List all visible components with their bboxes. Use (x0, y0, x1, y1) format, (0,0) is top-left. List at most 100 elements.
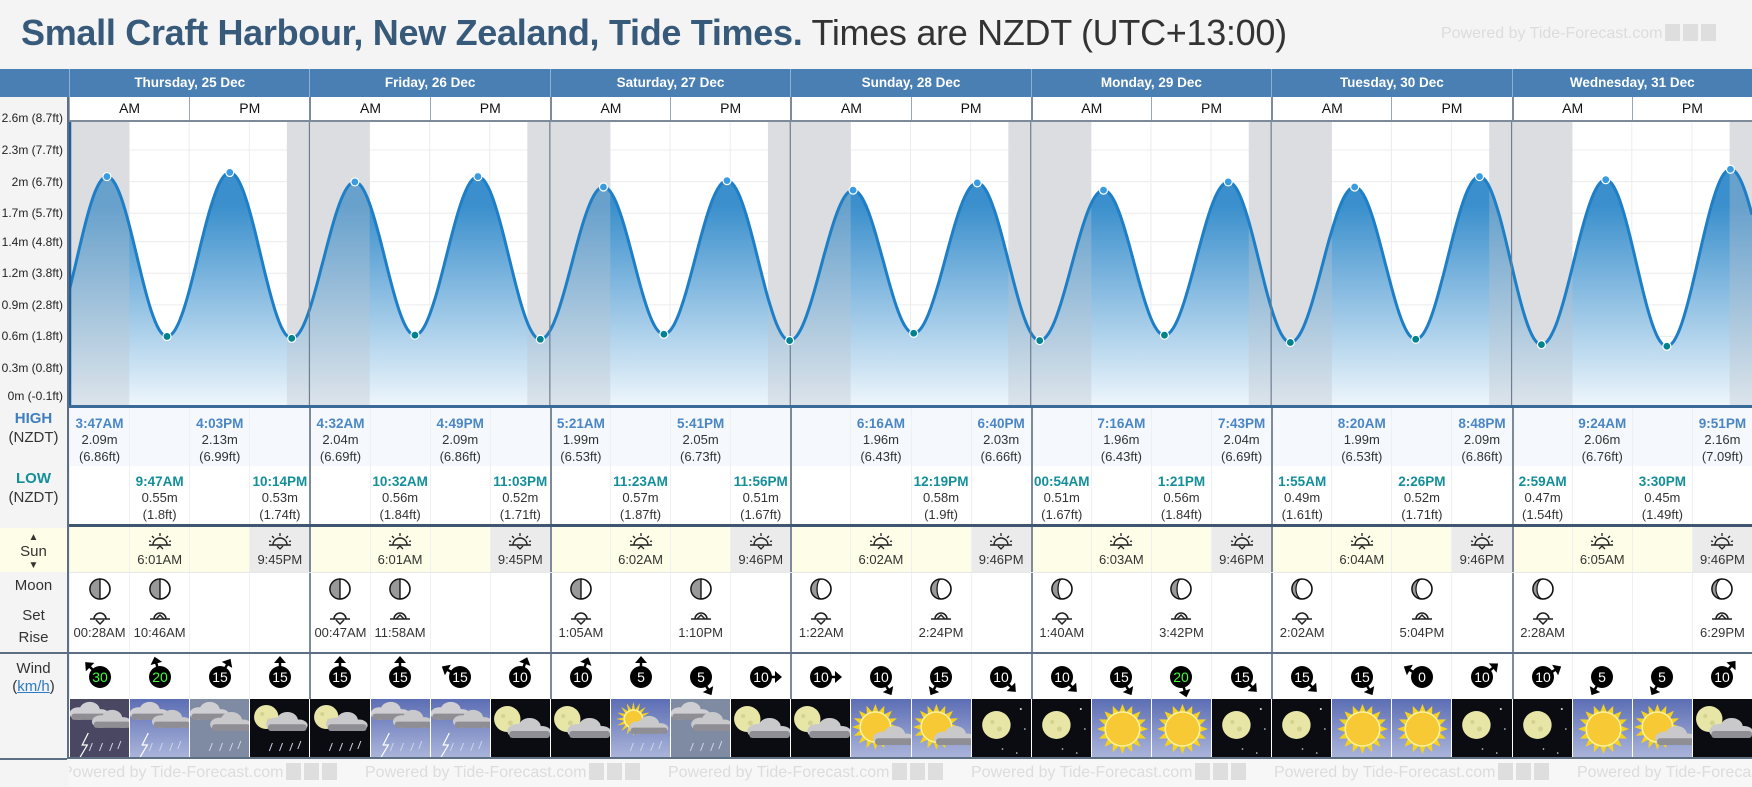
moon-time: 1:05AM (558, 625, 604, 640)
low-tide-height-m: 0.52m (502, 490, 539, 505)
moon-phase-icon (70, 577, 129, 603)
high-tide-cell (489, 408, 550, 466)
moon-cell (1631, 573, 1692, 652)
sun-row: 6:01AM 9:45PM 6:01AM 9:45PM 6:02AM 9:46PM 6:02… (69, 527, 1752, 572)
svg-text:20: 20 (152, 669, 168, 685)
sunrise-icon (1332, 532, 1391, 550)
sun-time: 6:04AM (1339, 552, 1385, 567)
wind-cell: 5 (1571, 654, 1632, 699)
pm-label: PM (1150, 97, 1271, 120)
y-tick-label: 1.4m (4.8ft) (1, 234, 63, 249)
low-tide-height-m: 0.57m (622, 490, 659, 505)
night-overlay (1030, 122, 1092, 406)
night-overlay (309, 122, 370, 406)
moon-phase-icon (1693, 577, 1752, 603)
low-tide-height-m: 0.56m (1163, 490, 1200, 505)
high-tide-height-m: 2.09m (81, 432, 118, 447)
logo-icon (1195, 763, 1211, 780)
am-label: AM (790, 97, 910, 120)
low-label: LOW (NZDT) (0, 469, 67, 507)
y-tick-label: 2.3m (7.7ft) (1, 143, 63, 157)
moonset-icon (1273, 607, 1331, 626)
weather-night-clear-icon (1211, 699, 1274, 757)
svg-text:15: 15 (272, 669, 288, 685)
wind-cell: 15 (1271, 654, 1331, 699)
wind-cell: 15 (1331, 654, 1391, 699)
sun-time: 6:02AM (618, 552, 663, 567)
low-tide-height-m: 0.53m (261, 490, 298, 505)
high-tide-marker (848, 185, 858, 195)
wind-arrow-icon: 10 (1514, 655, 1572, 704)
low-tide-height-ft: (1.54ft) (1522, 507, 1564, 522)
high-tide-height-m: 1.99m (1343, 432, 1380, 447)
high-tide-time: 6:40PM (977, 416, 1025, 431)
wind-cell: 15 (1211, 654, 1271, 699)
am-label: AM (309, 97, 429, 120)
high-tide-cell: 9:24AM 2.06m (6.76ft) (1571, 408, 1632, 466)
moon-phase-icon (1033, 577, 1091, 603)
wind-cell: 10 (790, 654, 850, 699)
logo-icon (607, 763, 623, 780)
high-tide-height-ft: (6.43ft) (1100, 449, 1142, 464)
wind-unit-link[interactable]: km/h (17, 678, 50, 695)
watermark-text: Powered by Tide-Forecast.com (1577, 764, 1752, 781)
wind-arrow-icon: 0 (1392, 655, 1451, 704)
low-tide-cell (1090, 466, 1151, 524)
low-tide-time: 00:54AM (1033, 474, 1090, 489)
title-bar: Small Craft Harbour, New Zealand, Tide T… (0, 0, 1752, 69)
moon-time: 2:28AM (1520, 625, 1566, 640)
moon-phase-icon (671, 577, 730, 603)
low-tz-label: (NZDT) (8, 489, 59, 506)
moon-time: 00:28AM (73, 625, 126, 640)
night-overlay (549, 122, 611, 406)
low-tide-cell (1211, 466, 1271, 524)
low-tide-marker (785, 335, 795, 346)
sunrise-icon (1573, 532, 1632, 550)
high-tide-cell (369, 408, 430, 466)
high-tide-time: 5:21AM (556, 416, 605, 431)
high-tide-cell: 8:48PM 2.09m (6.86ft) (1451, 408, 1511, 466)
high-tide-row: 3:47AM 2.09m (6.86ft) 4:03PM 2.13m (6.99ft) 4:… (69, 405, 1752, 466)
tide-chart (69, 122, 1752, 406)
weather-night-clear-icon (1511, 699, 1574, 757)
moonrise-icon (371, 607, 430, 625)
moon-cell: 2:28AM (1511, 573, 1572, 652)
high-tide-cell: 4:03PM 2.13m (6.99ft) (189, 408, 249, 466)
wind-arrow-icon: 10 (851, 655, 910, 704)
high-tide-marker (598, 182, 609, 192)
wind-label: Wind (km/h) (0, 652, 67, 696)
sun-cell: 6:02AM (609, 527, 670, 572)
high-tide-cell (1391, 408, 1451, 466)
low-tide-height-m: 0.45m (1644, 490, 1681, 505)
wind-cell: 15 (1090, 654, 1151, 699)
page-title: Small Craft Harbour, New Zealand, Tide T… (21, 12, 1287, 54)
weather-night-rain-icon (309, 699, 372, 757)
moon-time: 3:42PM (1159, 625, 1204, 640)
wind-arrow-icon: 10 (792, 655, 850, 704)
high-tide-time: 7:43PM (1217, 416, 1266, 431)
low-tide-height-ft: (1.67ft) (1041, 507, 1083, 522)
sunset-icon (1452, 532, 1511, 550)
high-tide-marker (1725, 164, 1736, 174)
high-tide-marker (1098, 185, 1109, 195)
sunset-icon (731, 532, 790, 550)
high-tide-time: 3:47AM (75, 416, 124, 431)
low-tide-height-ft: (1.71ft) (499, 507, 541, 522)
sun-cell: 9:46PM (1211, 527, 1272, 572)
wind-arrow-icon: 10 (491, 655, 550, 704)
day-header: Saturday, 27 Dec (549, 69, 790, 97)
moon-cell (1451, 573, 1511, 652)
moon-cell: 1:40AM (1030, 573, 1091, 652)
moon-phase-icon (792, 577, 850, 603)
watermark-header: Powered by Tide-Forecast.com (1441, 24, 1717, 43)
sun-cell (549, 527, 610, 572)
low-label-text: LOW (16, 470, 51, 487)
logo-icon (1534, 763, 1550, 780)
logo-icon (1683, 24, 1699, 41)
low-tide-cell: 11:23AM 0.57m (1.87ft) (609, 466, 670, 524)
sun-cell: 6:01AM (129, 527, 189, 572)
svg-text:5: 5 (697, 669, 705, 685)
sun-time: 9:45PM (497, 552, 543, 567)
svg-text:10: 10 (814, 669, 830, 685)
low-tide-time: 11:56PM (733, 474, 788, 489)
